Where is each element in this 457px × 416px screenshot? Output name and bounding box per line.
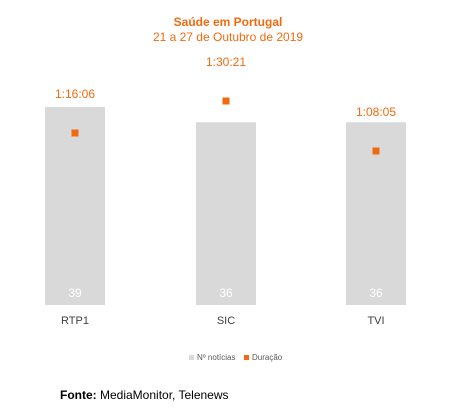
- duration-label: 1:30:21: [206, 55, 246, 69]
- bars-layer: [45, 107, 406, 305]
- bar-rtp1: [45, 107, 105, 305]
- legend-label-duration: Duração: [252, 353, 283, 362]
- legend-swatch-duration: [244, 355, 249, 360]
- duration-label: 1:08:05: [356, 105, 396, 119]
- category-label: RTP1: [61, 315, 89, 327]
- bar-value-label: 39: [68, 286, 82, 300]
- chart-legend: Nº notícias Duração: [189, 353, 283, 362]
- legend-label-news: Nº notícias: [197, 353, 236, 362]
- duration-label: 1:16:06: [55, 87, 95, 101]
- bar-value-label: 36: [219, 286, 233, 300]
- source-note: Fonte: MediaMonitor, Telenews: [60, 388, 229, 402]
- labels-layer: 39 RTP1 1:16:06 36 SIC 1:30:21 36 TVI 1:08:05: [55, 55, 396, 327]
- duration-marker: [222, 97, 230, 105]
- legend-swatch-news: [189, 355, 194, 360]
- duration-marker: [372, 147, 380, 155]
- bar-sic: [196, 122, 256, 305]
- bar-value-label: 36: [369, 286, 383, 300]
- source-label: Fonte:: [60, 388, 97, 402]
- source-text: MediaMonitor, Telenews: [100, 388, 229, 402]
- chart-title: Saúde em Portugal: [174, 15, 283, 29]
- duration-marker: [71, 129, 79, 137]
- category-label: TVI: [367, 315, 384, 327]
- duration-markers-layer: [71, 97, 380, 155]
- chart-subtitle: 21 a 27 de Outubro de 2019: [153, 30, 303, 44]
- category-label: SIC: [217, 315, 235, 327]
